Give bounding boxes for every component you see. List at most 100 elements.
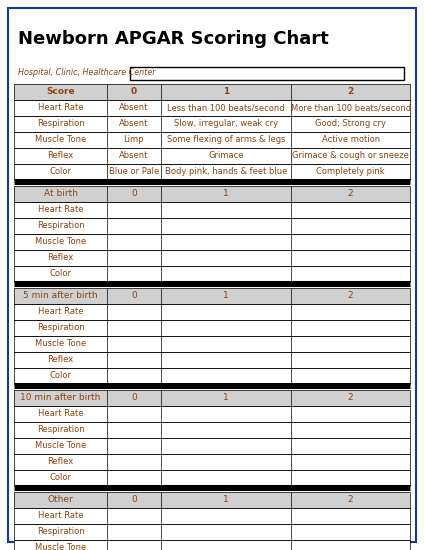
Bar [161,336,291,352]
Bar [291,218,410,234]
Bar [291,148,410,164]
Text: Heart Rate: Heart Rate [38,206,83,214]
Text: 0: 0 [131,393,137,403]
Bar [161,540,291,550]
Bar [107,304,161,320]
Bar [291,202,410,218]
Text: Absent: Absent [119,103,148,113]
Bar [107,320,161,336]
Bar [107,390,161,406]
Bar [107,132,161,148]
Bar [291,100,410,116]
Bar [107,234,161,250]
Text: Color: Color [50,168,72,177]
Bar [161,218,291,234]
Bar [291,116,410,132]
Bar [161,470,291,486]
Bar [161,116,291,132]
Bar [14,492,107,508]
Text: Good; Strong cry: Good; Strong cry [315,119,386,129]
Text: Less than 100 beats/second: Less than 100 beats/second [167,103,285,113]
Bar [291,508,410,524]
Bar [161,390,291,406]
Bar [14,422,107,438]
Text: Newborn APGAR Scoring Chart: Newborn APGAR Scoring Chart [18,30,329,48]
Text: 1: 1 [223,87,229,96]
Bar [14,132,107,148]
Bar [291,250,410,266]
Text: Reflex: Reflex [47,355,74,365]
Text: Reflex: Reflex [47,151,74,161]
Text: Grimace: Grimace [208,151,244,161]
Bar [291,524,410,540]
Text: Muscle Tone: Muscle Tone [35,442,86,450]
Text: Muscle Tone: Muscle Tone [35,543,86,550]
Bar [107,186,161,202]
Bar [161,492,291,508]
Bar [161,234,291,250]
Bar [161,100,291,116]
Text: Respiration: Respiration [37,323,84,333]
Bar [107,84,161,100]
Text: Other: Other [47,496,73,504]
Bar [14,540,107,550]
Bar [161,454,291,470]
Text: 2: 2 [348,87,354,96]
Text: Absent: Absent [119,151,148,161]
Text: At birth: At birth [44,190,78,199]
Text: Respiration: Respiration [37,527,84,536]
Bar [291,304,410,320]
Text: 5 min after birth: 5 min after birth [23,292,98,300]
Text: Muscle Tone: Muscle Tone [35,135,86,145]
Bar [107,492,161,508]
Text: Hospital, Clinic, Healthcare Center: Hospital, Clinic, Healthcare Center [18,68,156,77]
Bar [14,406,107,422]
Bar [107,470,161,486]
Bar [291,438,410,454]
Text: Respiration: Respiration [37,222,84,230]
Bar [14,234,107,250]
Bar [161,84,291,100]
Bar [107,288,161,304]
Bar [107,336,161,352]
Bar [14,84,107,100]
Text: 0: 0 [131,190,137,199]
Text: 1: 1 [223,292,229,300]
Bar [161,352,291,368]
Bar [14,390,107,406]
Bar [161,320,291,336]
Bar [291,406,410,422]
Text: Active motion: Active motion [321,135,379,145]
Text: Heart Rate: Heart Rate [38,512,83,520]
Bar [14,100,107,116]
Bar [291,84,410,100]
Text: 1: 1 [223,190,229,199]
Text: Slow, irregular, weak cry: Slow, irregular, weak cry [174,119,278,129]
Bar [107,164,161,180]
Bar [14,524,107,540]
Bar [14,288,107,304]
Text: Some flexing of arms & legs: Some flexing of arms & legs [167,135,285,145]
Bar [161,508,291,524]
Text: Completely pink: Completely pink [316,168,385,177]
Text: Heart Rate: Heart Rate [38,410,83,419]
Bar [107,202,161,218]
Text: Body pink, hands & feet blue: Body pink, hands & feet blue [165,168,287,177]
Bar [291,422,410,438]
Text: 2: 2 [348,292,354,300]
Bar [161,288,291,304]
Text: Heart Rate: Heart Rate [38,103,83,113]
Bar [107,266,161,282]
Text: 2: 2 [348,393,354,403]
Bar [14,336,107,352]
Bar [291,368,410,384]
Bar [161,132,291,148]
Bar [107,218,161,234]
Bar [107,116,161,132]
Bar [14,202,107,218]
Bar [14,352,107,368]
Bar [14,454,107,470]
Bar [107,368,161,384]
Text: Limp: Limp [123,135,144,145]
Bar [161,422,291,438]
